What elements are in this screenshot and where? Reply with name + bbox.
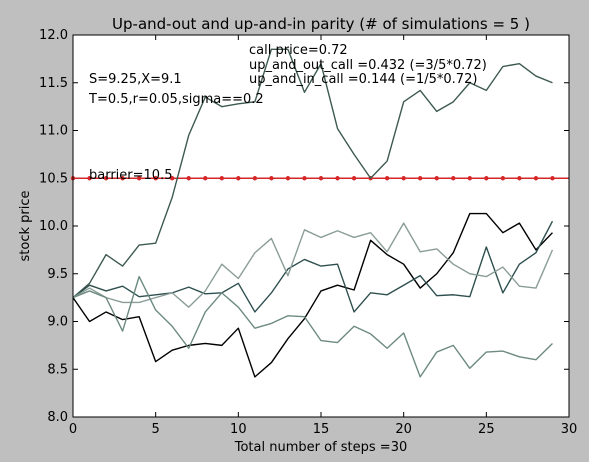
- y-tick-label: 11.0: [39, 124, 68, 139]
- x-tick-label: 30: [561, 422, 578, 437]
- y-tick-label: 9.0: [47, 315, 68, 330]
- barrier-marker: [484, 176, 488, 180]
- x-tick-label: 20: [395, 422, 412, 437]
- barrier-marker: [269, 176, 273, 180]
- barrier-marker: [236, 176, 240, 180]
- annotation-params-s-x: S=9.25,X=9.1: [89, 72, 182, 87]
- x-axis-label: Total number of steps =30: [234, 440, 408, 455]
- x-tick-label: 25: [478, 422, 495, 437]
- barrier-marker: [286, 176, 290, 180]
- y-tick-label: 8.0: [47, 410, 68, 425]
- barrier-marker: [534, 176, 538, 180]
- barrier-marker: [385, 176, 389, 180]
- annotation-call-price: call price=0.72: [249, 43, 348, 58]
- x-tick-label: 0: [69, 422, 77, 437]
- annotation-barrier: barrier=10.5: [89, 168, 172, 183]
- barrier-marker: [187, 176, 191, 180]
- barrier-marker: [220, 176, 224, 180]
- barrier-marker: [401, 176, 405, 180]
- annotation-up-and-out: up_and_out_call =0.432 (=3/5*0.72): [249, 58, 487, 73]
- barrier-marker: [550, 176, 554, 180]
- barrier-marker: [501, 176, 505, 180]
- x-tick-label: 5: [152, 422, 160, 437]
- chart-title: Up-and-out and up-and-in parity (# of si…: [112, 15, 530, 33]
- barrier-marker: [352, 176, 356, 180]
- barrier-marker: [253, 176, 257, 180]
- y-tick-label: 10.5: [39, 171, 68, 186]
- barrier-marker: [203, 176, 207, 180]
- y-axis-label: stock price: [18, 191, 33, 262]
- barrier-marker: [451, 176, 455, 180]
- y-tick-label: 12.0: [39, 28, 68, 43]
- x-tick-label: 10: [230, 422, 247, 437]
- barrier-marker: [319, 176, 323, 180]
- y-tick-label: 10.0: [39, 219, 68, 234]
- annotation-params-t-r-sigma: T=0.5,r=0.05,sigma==0.2: [88, 92, 264, 107]
- barrier-marker: [418, 176, 422, 180]
- x-tick-label: 15: [313, 422, 330, 437]
- annotation-up-and-in: up_and_in_call =0.144 (=1/5*0.72): [249, 72, 477, 87]
- y-tick-label: 9.5: [47, 267, 68, 282]
- barrier-marker: [517, 176, 521, 180]
- barrier-marker: [302, 176, 306, 180]
- barrier-marker: [435, 176, 439, 180]
- barrier-marker: [335, 176, 339, 180]
- y-tick-label: 8.5: [47, 362, 68, 377]
- barrier-marker: [468, 176, 472, 180]
- y-tick-label: 11.5: [39, 76, 68, 91]
